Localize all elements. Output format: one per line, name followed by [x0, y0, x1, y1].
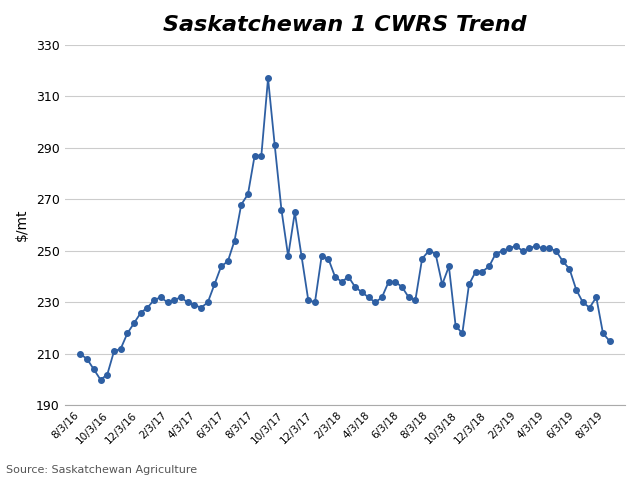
Text: Source: Saskatchewan Agriculture: Source: Saskatchewan Agriculture: [6, 465, 198, 475]
Title: Saskatchewan 1 CWRS Trend: Saskatchewan 1 CWRS Trend: [163, 15, 527, 35]
Y-axis label: $/mt: $/mt: [15, 209, 29, 241]
